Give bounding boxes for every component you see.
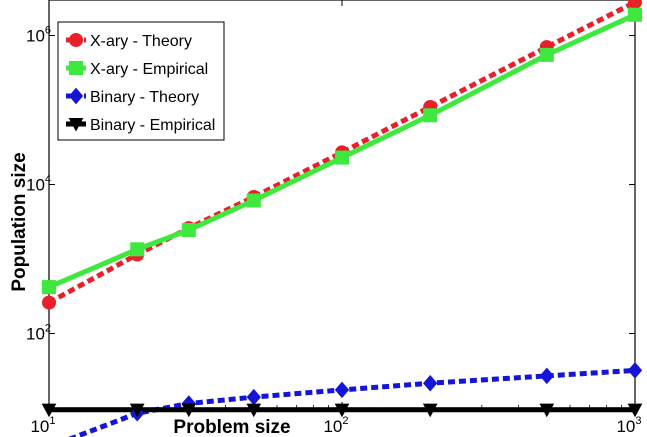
data-point-series-2 <box>627 362 643 379</box>
data-point-series-1 <box>42 280 56 295</box>
legend-marker-2 <box>68 87 84 105</box>
data-point-series-0 <box>42 295 56 310</box>
data-point-series-3 <box>539 403 555 418</box>
data-point-series-3 <box>41 403 57 418</box>
y-axis-title: Population size <box>9 152 30 291</box>
data-point-series-1 <box>423 108 438 123</box>
data-point-series-3 <box>334 403 350 418</box>
data-point-series-3 <box>181 403 197 418</box>
series-line-0 <box>47 0 637 305</box>
x-tick-label: 102 <box>323 415 348 436</box>
legend-marker-3 <box>68 118 84 132</box>
data-point-series-1 <box>539 47 554 62</box>
data-point-series-1 <box>246 193 261 208</box>
legend-marker-1 <box>69 61 83 75</box>
data-point-series-1 <box>628 7 642 22</box>
series-markers <box>41 0 643 422</box>
tick-labels: 101 102 103 102 104 106 <box>26 25 642 436</box>
series-line-1 <box>48 12 637 290</box>
data-point-series-3 <box>422 403 438 418</box>
data-point-series-1 <box>335 150 349 165</box>
x-tick-label: 101 <box>30 415 55 436</box>
x-axis-title: Problem size <box>173 417 290 437</box>
data-point-series-2 <box>334 381 350 399</box>
legend: X-ary - Theory X-ary - Empirical Binary - … <box>57 21 225 141</box>
data-point-series-3 <box>627 403 643 418</box>
data-point-series-1 <box>181 223 196 238</box>
data-point-series-2 <box>539 367 554 385</box>
legend-label-2: Binary - Theory <box>90 89 199 106</box>
data-point-series-2 <box>246 388 261 406</box>
data-point-series-0 <box>628 0 642 10</box>
legend-entries: X-ary - Theory X-ary - Empirical Binary - … <box>66 33 215 134</box>
data-point-series-3 <box>129 403 145 418</box>
legend-label-3: Binary - Empirical <box>90 117 215 134</box>
x-tick-label: 103 <box>616 415 641 436</box>
legend-label-0: X-ary - Theory <box>90 33 192 50</box>
data-point-series-3 <box>246 403 262 418</box>
data-point-series-1 <box>130 242 145 257</box>
series-lines <box>47 0 637 437</box>
legend-marker-0 <box>69 33 83 47</box>
y-tick-label: 102 <box>26 323 51 344</box>
y-tick-label: 106 <box>26 25 51 46</box>
data-point-series-2 <box>423 374 438 392</box>
y-tick-label: 104 <box>26 174 51 195</box>
legend-label-1: X-ary - Empirical <box>90 61 208 78</box>
